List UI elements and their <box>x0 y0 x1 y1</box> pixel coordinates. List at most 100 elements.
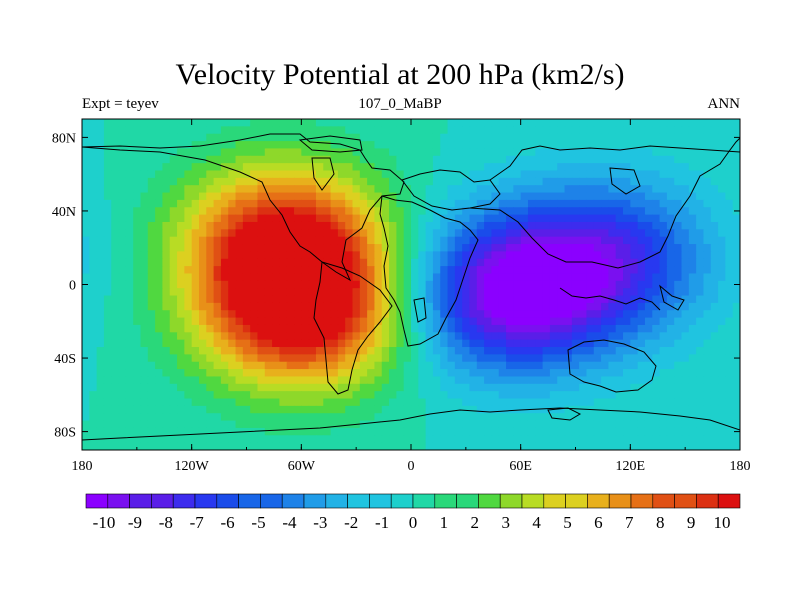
field-cell <box>732 258 740 267</box>
field-cell <box>411 310 419 319</box>
contour-field <box>82 119 740 450</box>
field-cell <box>403 192 412 201</box>
field-cell <box>147 361 156 370</box>
field-cell <box>147 405 156 414</box>
field-cell <box>623 413 631 422</box>
field-cell <box>82 361 90 370</box>
field-cell <box>432 361 441 370</box>
field-cell <box>82 229 90 238</box>
field-cell <box>506 133 514 142</box>
field-cell <box>593 383 602 392</box>
field-cell <box>447 339 456 348</box>
field-cell <box>359 266 368 275</box>
field-cell <box>294 369 302 378</box>
field-cell <box>184 435 193 444</box>
field-cell <box>440 185 449 194</box>
field-cell <box>389 214 397 223</box>
field-cell <box>198 405 207 414</box>
field-cell <box>527 236 536 245</box>
field-cell <box>564 214 573 223</box>
field-cell <box>623 427 631 436</box>
field-cell <box>571 354 580 363</box>
field-cell <box>286 280 295 289</box>
field-cell <box>527 258 536 267</box>
field-cell <box>374 141 383 150</box>
field-cell <box>315 163 324 172</box>
field-cell <box>359 413 368 422</box>
field-cell <box>389 119 397 127</box>
field-cell <box>396 170 405 179</box>
field-cell <box>659 192 668 201</box>
field-cell <box>257 413 266 422</box>
field-cell <box>374 420 383 429</box>
field-cell <box>213 317 222 326</box>
field-cell <box>644 170 653 179</box>
field-cell <box>418 391 427 400</box>
field-cell <box>155 369 164 378</box>
field-cell <box>118 405 127 414</box>
field-cell <box>235 310 244 319</box>
field-cell <box>418 354 427 363</box>
field-cell <box>710 427 719 436</box>
field-cell <box>623 155 631 164</box>
field-cell <box>118 383 127 392</box>
field-cell <box>133 435 142 444</box>
field-cell <box>279 369 288 378</box>
field-cell <box>601 288 609 297</box>
field-cell <box>133 391 142 400</box>
field-cell <box>710 295 719 304</box>
field-cell <box>242 420 251 429</box>
field-cell <box>272 229 280 238</box>
field-cell <box>601 273 609 282</box>
field-cell <box>242 251 251 260</box>
field-cell <box>454 310 463 319</box>
field-cell <box>206 442 215 450</box>
field-cell <box>571 302 580 311</box>
field-cell <box>425 347 434 355</box>
field-cell <box>557 214 566 223</box>
field-cell <box>257 273 266 282</box>
field-cell <box>725 251 734 260</box>
field-cell <box>608 347 617 355</box>
field-cell <box>89 192 98 201</box>
field-cell <box>688 148 697 157</box>
colorbar-bin <box>434 493 457 509</box>
field-cell <box>330 405 339 414</box>
field-cell <box>169 244 178 252</box>
field-cell <box>535 258 544 267</box>
field-cell <box>294 332 302 341</box>
field-cell <box>520 369 529 378</box>
field-cell <box>440 442 449 450</box>
field-cell <box>579 302 588 311</box>
field-cell <box>323 214 332 223</box>
field-cell <box>111 273 120 282</box>
field-cell <box>549 155 558 164</box>
field-cell <box>615 258 624 267</box>
field-cell <box>294 266 302 275</box>
field-cell <box>337 302 346 311</box>
field-cell <box>367 273 376 282</box>
field-cell <box>272 405 280 414</box>
field-cell <box>279 251 288 260</box>
field-cell <box>220 435 229 444</box>
field-cell <box>491 420 500 429</box>
field-cell <box>345 214 354 223</box>
field-cell <box>571 221 580 230</box>
field-cell <box>337 221 346 230</box>
field-cell <box>425 376 434 385</box>
field-cell <box>118 133 127 142</box>
field-cell <box>644 288 653 297</box>
field-cell <box>272 280 280 289</box>
field-cell <box>418 229 427 238</box>
field-cell <box>294 420 302 429</box>
field-cell <box>177 435 185 444</box>
field-cell <box>447 185 456 194</box>
field-cell <box>703 383 712 392</box>
colorbar-label: -7 <box>190 513 205 532</box>
field-cell <box>615 310 624 319</box>
field-cell <box>96 405 105 414</box>
field-cell <box>732 214 740 223</box>
field-cell <box>491 288 500 297</box>
field-cell <box>352 361 361 370</box>
field-cell <box>103 391 112 400</box>
